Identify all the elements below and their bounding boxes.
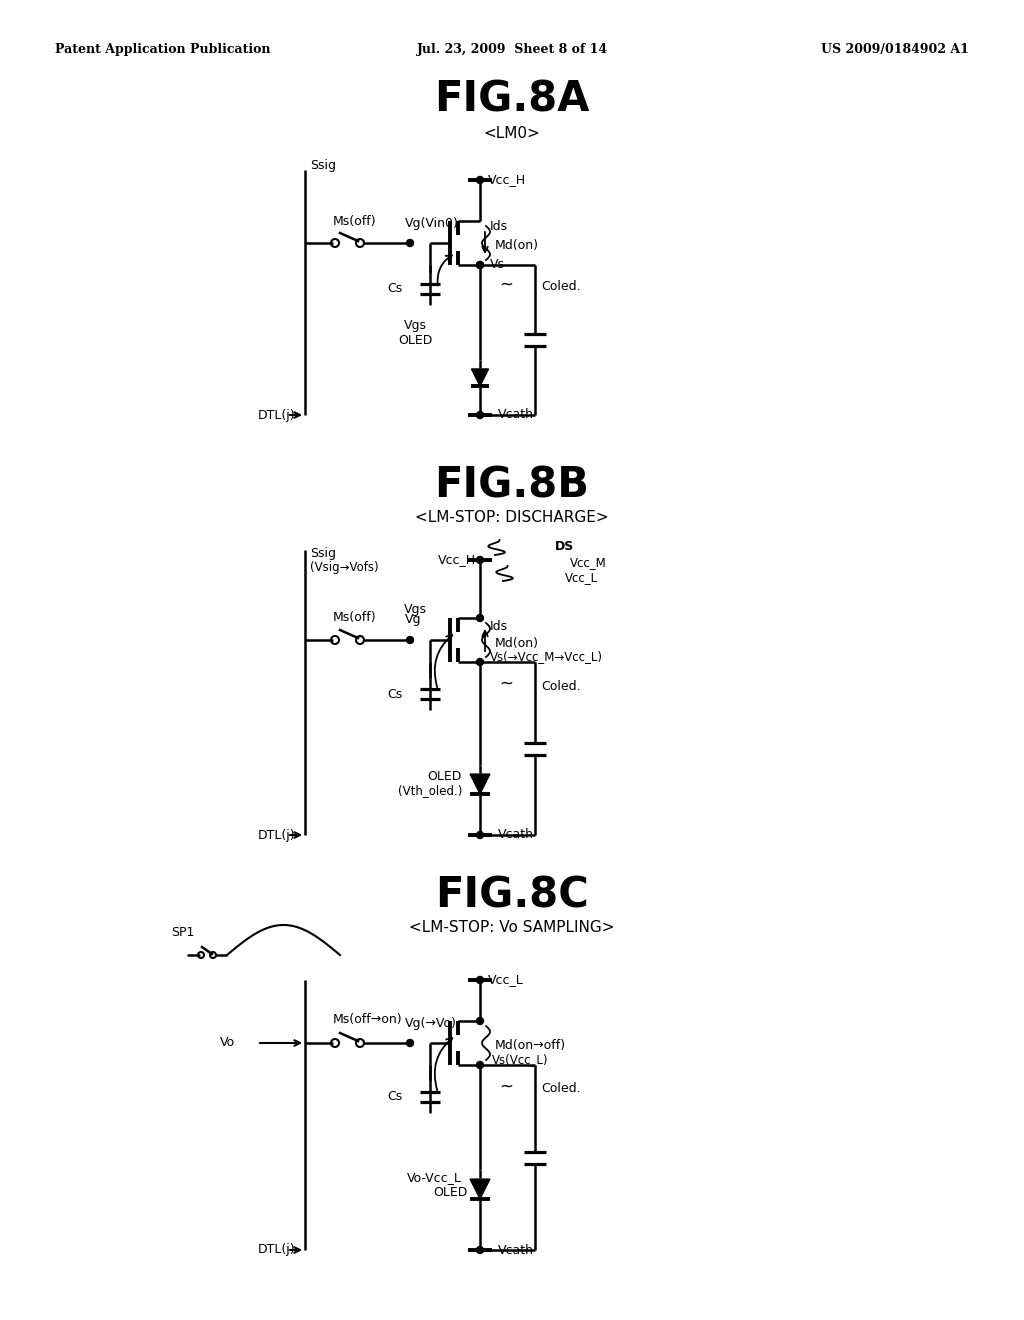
Text: Md(on→off): Md(on→off) [495, 1040, 566, 1052]
Circle shape [407, 636, 414, 644]
Text: OLED: OLED [433, 1185, 468, 1199]
Text: DTL(j): DTL(j) [257, 1243, 295, 1257]
Text: Vg(Vin0): Vg(Vin0) [406, 216, 459, 230]
Text: Vcc_L: Vcc_L [565, 572, 598, 585]
Circle shape [476, 1246, 483, 1254]
Text: (Vth_oled.): (Vth_oled.) [397, 784, 462, 797]
Text: Ssig: Ssig [310, 158, 336, 172]
Text: Vcath: Vcath [498, 829, 534, 842]
Text: Vcath: Vcath [498, 408, 534, 421]
Text: Coled.: Coled. [541, 1082, 581, 1096]
Text: Ms(off): Ms(off) [333, 214, 377, 227]
Circle shape [407, 239, 414, 247]
Text: <LM0>: <LM0> [483, 125, 541, 140]
Text: OLED: OLED [428, 771, 462, 784]
Text: Vcc_L: Vcc_L [488, 974, 523, 986]
Circle shape [476, 261, 483, 268]
Text: Vcc_H: Vcc_H [488, 173, 526, 186]
Text: Vo: Vo [220, 1036, 234, 1049]
Text: Vcc_H: Vcc_H [438, 553, 476, 566]
Circle shape [476, 615, 483, 622]
Text: Cs: Cs [387, 1090, 402, 1104]
Text: Ms(off→on): Ms(off→on) [333, 1012, 402, 1026]
Text: Vs(→Vcc_M→Vcc_L): Vs(→Vcc_M→Vcc_L) [490, 651, 603, 664]
Text: Cs: Cs [387, 282, 402, 296]
Text: Md(on): Md(on) [495, 636, 539, 649]
Text: US 2009/0184902 A1: US 2009/0184902 A1 [821, 44, 969, 57]
Circle shape [476, 177, 483, 183]
Text: FIG.8B: FIG.8B [434, 465, 590, 506]
Text: Coled.: Coled. [541, 281, 581, 293]
Circle shape [476, 1061, 483, 1068]
Circle shape [476, 412, 483, 418]
Text: (Vsig→Vofs): (Vsig→Vofs) [310, 561, 379, 573]
Text: Ids: Ids [490, 219, 508, 232]
Circle shape [476, 557, 483, 564]
Text: Patent Application Publication: Patent Application Publication [55, 44, 270, 57]
Circle shape [476, 832, 483, 838]
Text: Vs: Vs [490, 259, 505, 272]
Polygon shape [471, 370, 488, 385]
Text: Vg(→Vo): Vg(→Vo) [406, 1016, 457, 1030]
Text: FIG.8C: FIG.8C [435, 874, 589, 916]
Text: DTL(j): DTL(j) [257, 829, 295, 842]
Text: Ssig: Ssig [310, 546, 336, 560]
Text: OLED: OLED [397, 334, 432, 347]
Text: Jul. 23, 2009  Sheet 8 of 14: Jul. 23, 2009 Sheet 8 of 14 [417, 44, 607, 57]
Polygon shape [470, 1179, 489, 1199]
Text: Vg: Vg [406, 614, 422, 627]
Text: Vcc_M: Vcc_M [570, 557, 607, 569]
Circle shape [476, 1018, 483, 1024]
Text: Coled.: Coled. [541, 680, 581, 693]
Text: Vcath: Vcath [498, 1243, 534, 1257]
Polygon shape [470, 774, 489, 793]
Text: ~: ~ [499, 675, 513, 693]
Text: Ids: Ids [490, 619, 508, 632]
Text: DS: DS [555, 540, 574, 553]
Text: ~: ~ [499, 1078, 513, 1096]
Text: Vgs: Vgs [403, 318, 427, 331]
Text: Md(on): Md(on) [495, 239, 539, 252]
Text: Ms(off): Ms(off) [333, 611, 377, 624]
Circle shape [476, 659, 483, 665]
Circle shape [407, 1040, 414, 1047]
Circle shape [476, 261, 483, 268]
Text: SP1: SP1 [172, 927, 195, 940]
Text: FIG.8A: FIG.8A [434, 79, 590, 121]
Text: Vo-Vcc_L: Vo-Vcc_L [408, 1172, 462, 1184]
Text: ~: ~ [499, 276, 513, 294]
Circle shape [476, 977, 483, 983]
Text: Vgs: Vgs [403, 603, 427, 616]
Text: DTL(j): DTL(j) [257, 408, 295, 421]
Text: Cs: Cs [387, 688, 402, 701]
Text: <LM-STOP: Vo SAMPLING>: <LM-STOP: Vo SAMPLING> [410, 920, 614, 936]
Text: <LM-STOP: DISCHARGE>: <LM-STOP: DISCHARGE> [415, 511, 609, 525]
Text: Vs(Vcc_L): Vs(Vcc_L) [492, 1053, 549, 1067]
